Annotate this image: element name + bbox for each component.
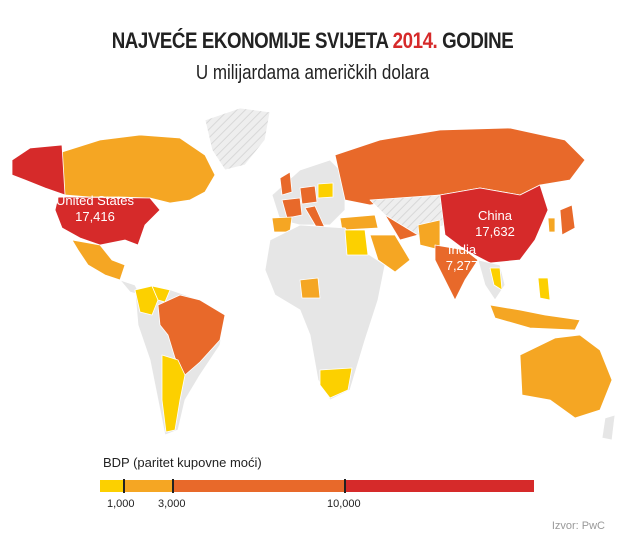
- country-germany: [299, 185, 318, 205]
- source-note: Izvor: PwC: [551, 520, 605, 532]
- legend-bar: [100, 479, 534, 493]
- legend-tick: [123, 479, 125, 493]
- country-japan: [559, 204, 576, 236]
- title-text: NAJVEĆE EKONOMIJE SVIJETA: [111, 28, 393, 53]
- title-suffix: GODINE: [437, 28, 514, 53]
- legend-tick-label: 3,000: [158, 498, 186, 510]
- legend-seg-over-10000: [345, 480, 534, 492]
- country-france: [281, 197, 303, 219]
- subtitle: U milijardama američkih dolara: [195, 62, 430, 84]
- country-spain: [271, 216, 293, 233]
- country-brazil: [157, 294, 226, 376]
- label-china: China 17,632: [465, 208, 525, 240]
- world-map: [11, 107, 616, 441]
- legend-title: BDP (paritet kupovne moći): [103, 455, 262, 470]
- country-egypt: [344, 229, 369, 256]
- country-turkey: [339, 214, 379, 231]
- country-canada: [59, 134, 216, 204]
- country-argentina: [161, 354, 186, 433]
- legend-tick: [344, 479, 346, 493]
- country-indonesia: [489, 304, 581, 331]
- country-nigeria: [299, 277, 321, 299]
- country-usa-alaska: [11, 144, 66, 196]
- legend-seg-1000-3000: [124, 480, 173, 492]
- country-name: India: [447, 242, 477, 257]
- legend-seg-under-1000: [100, 480, 124, 492]
- country-colombia: [134, 285, 159, 316]
- country-korea: [547, 217, 556, 233]
- country-saudi-arabia: [369, 234, 411, 273]
- country-china: [439, 184, 549, 264]
- country-value: 17,632: [475, 224, 515, 239]
- country-value: 17,416: [75, 209, 115, 224]
- legend-tick-label: 1,000: [107, 498, 135, 510]
- label-united-states: United States 17,416: [55, 193, 135, 225]
- country-thailand: [489, 267, 503, 291]
- country-name: United States: [55, 193, 135, 208]
- page-title: NAJVEĆE EKONOMIJE SVIJETA 2014. GODINE: [47, 28, 578, 54]
- country-india: [434, 244, 479, 301]
- country-value: 7,277: [445, 258, 479, 273]
- title-year: 2014.: [392, 28, 438, 53]
- country-uk: [279, 171, 293, 196]
- legend-seg-3000-10000: [173, 480, 345, 492]
- legend-tick: [172, 479, 174, 493]
- country-poland: [317, 182, 334, 199]
- label-india: India 7,277: [437, 242, 487, 274]
- country-philippines: [537, 277, 551, 301]
- country-name: China: [478, 208, 512, 223]
- country-mexico: [71, 239, 126, 281]
- country-new-zealand: [601, 414, 616, 441]
- country-australia: [519, 334, 613, 419]
- country-greenland: [204, 107, 271, 171]
- country-usa: [54, 196, 161, 246]
- legend-tick-label: 10,000: [327, 498, 361, 510]
- country-south-africa: [319, 367, 353, 399]
